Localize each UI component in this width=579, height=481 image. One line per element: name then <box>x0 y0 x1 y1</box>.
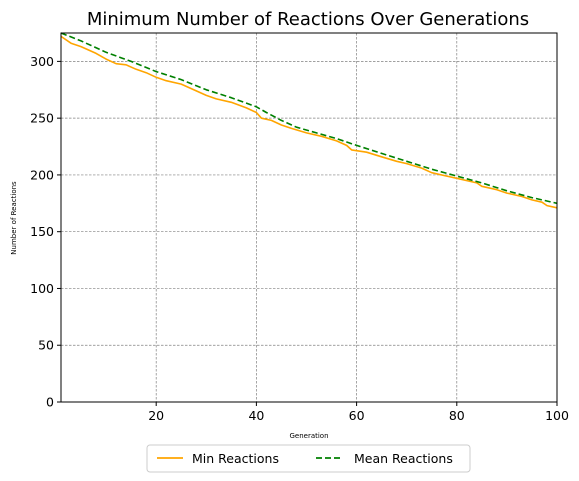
series-line-min-reactions <box>60 35 558 209</box>
y-tick-label: 200 <box>30 167 54 182</box>
x-tick-label: 100 <box>545 408 569 423</box>
y-tick-label: 300 <box>30 54 54 69</box>
series-layer <box>60 32 558 209</box>
chart-title: Minimum Number of Reactions Over Generat… <box>87 9 529 30</box>
plot-frame <box>60 32 558 403</box>
legend: Min Reactions Mean Reactions <box>146 444 471 473</box>
x-tick-label: 20 <box>148 408 164 423</box>
x-tick-label: 60 <box>349 408 365 423</box>
x-tick-label: 40 <box>248 408 264 423</box>
y-tick-label: 0 <box>46 395 54 410</box>
y-tick-label: 150 <box>30 224 54 239</box>
y-axis-label: Number of Reactions <box>10 181 18 255</box>
y-tick-label: 100 <box>30 281 54 296</box>
y-axis: 0 50 100 150 200 250 300 <box>30 54 61 410</box>
x-tick-label: 80 <box>449 408 465 423</box>
x-axis: 20 40 60 80 100 <box>148 402 569 423</box>
legend-label-min-reactions: Min Reactions <box>192 451 279 466</box>
series-line-mean-reactions <box>60 32 558 205</box>
legend-label-mean-reactions: Mean Reactions <box>354 451 453 466</box>
y-tick-label: 250 <box>30 111 54 126</box>
x-axis-label: Generation <box>289 432 328 440</box>
y-tick-label: 50 <box>38 338 54 353</box>
legend-box <box>146 444 471 473</box>
grid <box>61 33 558 403</box>
